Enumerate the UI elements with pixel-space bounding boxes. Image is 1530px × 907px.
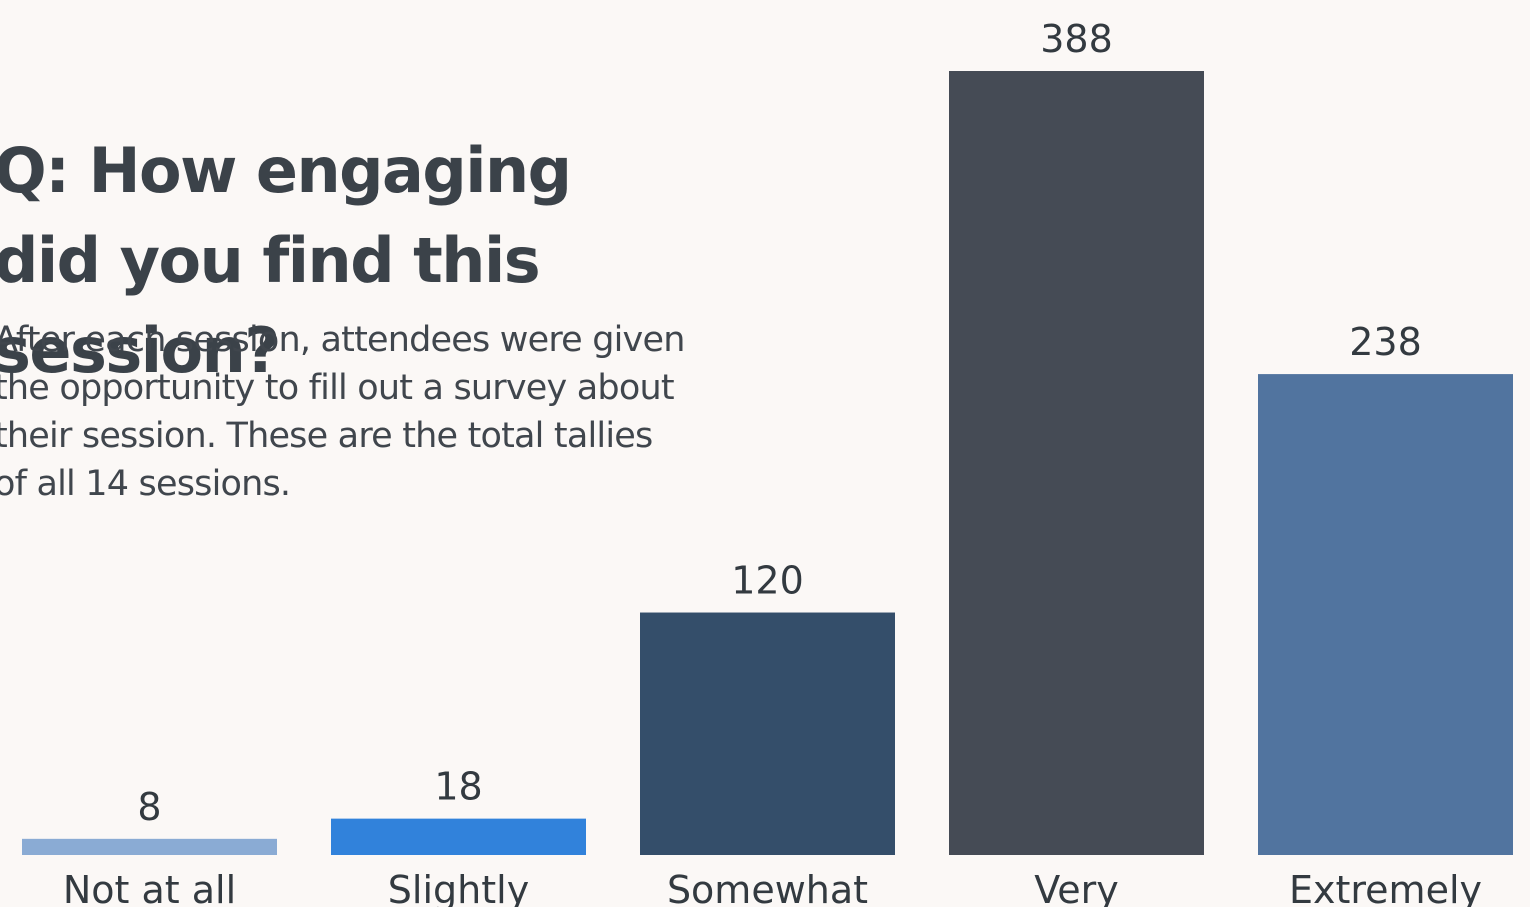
category-label: Very	[1034, 868, 1119, 907]
category-label: Somewhat	[667, 868, 868, 907]
category-label: Slightly	[388, 868, 529, 907]
chart-subtitle: After each session, attendees were given…	[0, 320, 685, 504]
bar-value-label: 18	[434, 765, 482, 809]
bar-value-label: 120	[731, 559, 804, 603]
bar-value-label: 8	[137, 785, 161, 829]
bar-somewhat	[640, 612, 895, 855]
bar-value-label: 238	[1349, 320, 1422, 364]
bar-extremely	[1258, 374, 1513, 855]
bar-not-at-all	[22, 838, 277, 855]
bar-slightly	[331, 818, 586, 855]
bar-very	[949, 71, 1204, 855]
category-label: Extremely	[1289, 868, 1482, 907]
bar-value-label: 388	[1040, 17, 1113, 61]
chart-title: Q: How engaging did you find this sessio…	[0, 134, 572, 387]
category-label: Not at all	[63, 868, 236, 907]
